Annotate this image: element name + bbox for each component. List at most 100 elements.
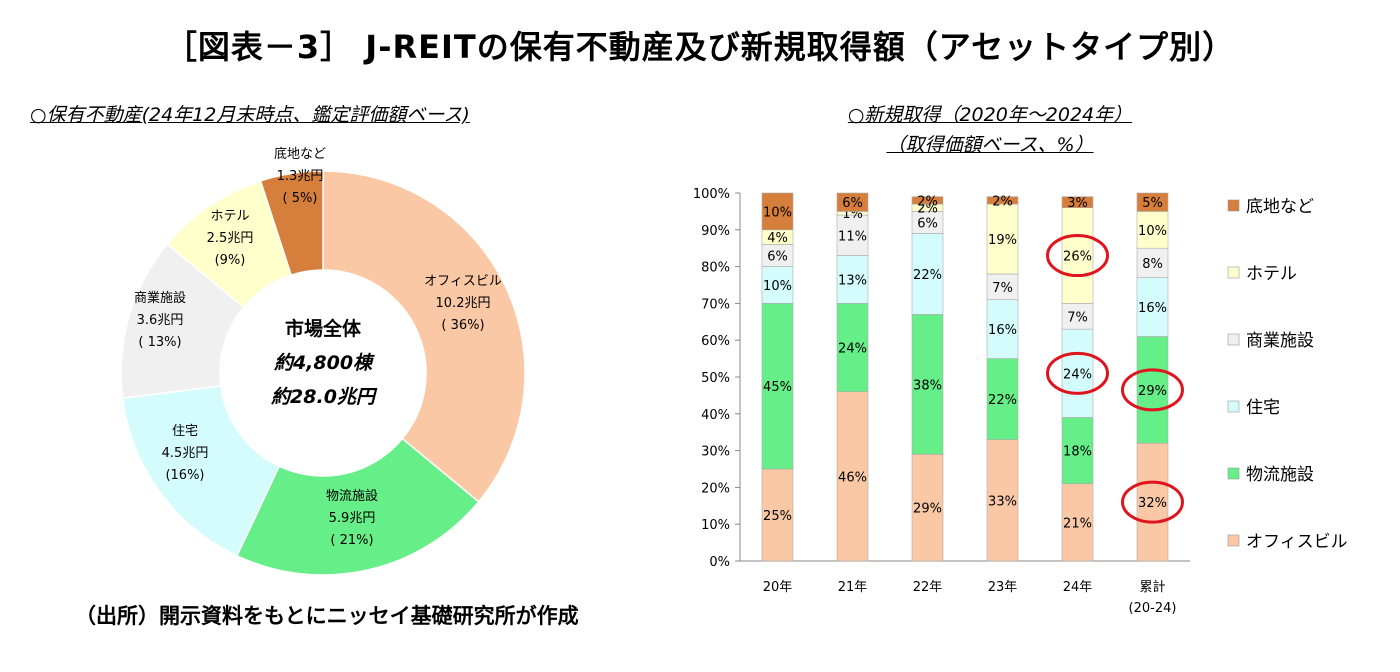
bar-data-label: 24% (1063, 367, 1092, 382)
bar-segment (1136, 277, 1169, 337)
x-tick-sublabel: (20-24) (1129, 601, 1177, 616)
y-tick-label: 40% (701, 408, 730, 423)
bar-data-label: 7% (992, 281, 1013, 296)
pie-slice-label: 3.6兆円 (137, 313, 184, 328)
y-tick-label: 10% (701, 518, 730, 533)
highlight-circle (1121, 480, 1184, 524)
bar-segment (1136, 192, 1169, 212)
bar-data-label: 25% (763, 509, 792, 524)
bar-data-label: 46% (838, 470, 867, 485)
pie-slice-label: ホテル (210, 209, 249, 224)
bar-data-label: 6% (917, 216, 938, 231)
pie-slice-label: 5.9兆円 (329, 511, 376, 526)
pie-slice-label: ( 36%) (441, 318, 484, 333)
x-tick-label: 24年 (1063, 580, 1093, 595)
pie-center-buildings: 約4,800棟 (274, 352, 375, 374)
bar-data-label: 29% (913, 502, 942, 517)
bar-data-label: 10% (1138, 224, 1167, 239)
bar-subtitle-line-2: （取得価額ベース、%） (886, 134, 1094, 156)
bar-subtitle-line-1: ○新規取得（2020年～2024年） (847, 104, 1133, 126)
bar-segment (1061, 303, 1094, 330)
bar-segment (836, 391, 869, 562)
bar-data-label: 21% (1063, 516, 1092, 531)
bar-data-label: 7% (1067, 310, 1088, 325)
legend-swatch (1227, 534, 1240, 547)
bar-segment (911, 453, 944, 562)
highlight-circle (1121, 368, 1184, 412)
bar-data-label: 2% (992, 194, 1013, 209)
bar-data-label: 10% (763, 279, 792, 294)
bar-data-label: 38% (913, 378, 942, 393)
y-tick-label: 60% (701, 334, 730, 349)
pie-slice-1 (235, 437, 480, 576)
y-tick-label: 70% (701, 297, 730, 312)
bar-data-label: 24% (838, 342, 867, 357)
legend-label: ホテル (1246, 264, 1297, 284)
highlight-circle (1046, 234, 1109, 278)
donut-chart: オフィスビル 10.2兆円 ( 36%) 物流施設 5.9兆円 ( 21%) 住宅 4.5兆円… (120, 146, 526, 576)
bar-segment (761, 266, 794, 304)
bar-segment (911, 233, 944, 315)
bar-segment (761, 192, 794, 231)
bar-segment (986, 196, 1019, 205)
bar-segment (761, 468, 794, 562)
pie-slice-label: 4.5兆円 (162, 446, 209, 461)
x-tick-label: 20年 (763, 580, 793, 595)
legend-swatch (1227, 333, 1240, 346)
bar-segment (911, 314, 944, 455)
stacked-bar-chart: 0% 10% 20% 30% 40% 50% 60% 70% 80% 90% 100% 25% 45% 1… (693, 187, 1190, 616)
legend-label: 物流施設 (1246, 465, 1314, 485)
legend-label: 住宅 (1246, 398, 1280, 418)
legend-label: 商業施設 (1246, 331, 1314, 351)
pie-slice-label: 物流施設 (326, 488, 378, 504)
bar-segment (1061, 196, 1094, 209)
bar-segment (1061, 483, 1094, 562)
legend-label: オフィスビル (1246, 532, 1348, 552)
x-tick-label: 21年 (838, 580, 868, 595)
bar-segment (986, 299, 1019, 359)
bar-data-label: 13% (838, 273, 867, 288)
bar-data-label: 16% (1138, 301, 1167, 316)
bar-data-label: 29% (1138, 384, 1167, 399)
bar-data-label: 6% (767, 250, 788, 265)
bar-segment (1136, 442, 1169, 562)
pie-center-amount: 約28.0兆円 (271, 386, 378, 408)
bar-data-label: 10% (763, 205, 792, 220)
pie-slice-label: ( 5%) (283, 191, 318, 206)
bar-data-label: 22% (988, 393, 1017, 408)
pie-slice-label: 底地など (274, 146, 326, 162)
highlight-circle (1046, 351, 1109, 395)
y-tick-label: 100% (693, 187, 730, 202)
pie-subtitle: ○保有不動産(24年12月末時点、鑑定評価額ベース) (30, 104, 470, 126)
legend-swatch (1227, 199, 1240, 212)
pie-slice-0 (322, 170, 526, 503)
bar-segment (836, 192, 869, 212)
x-tick-label: 22年 (913, 580, 943, 595)
bar-data-label: 3% (1067, 196, 1088, 211)
pie-slice-2 (121, 385, 281, 557)
pie-slice-label: (16%) (165, 468, 204, 483)
pie-center-label: 市場全体 (285, 317, 362, 340)
bar-data-label: 11% (838, 229, 867, 244)
pie-slice-label: 2.5兆円 (207, 231, 254, 246)
bar-segment (1136, 211, 1169, 249)
bar-data-label: 8% (1142, 257, 1163, 272)
bar-segment (986, 203, 1019, 275)
bar-segment (911, 196, 944, 205)
y-tick-label: 80% (701, 261, 730, 276)
pie-slice-label: ( 13%) (138, 335, 181, 350)
main-title: ［図表－3］ J-REITの保有不動産及び新規取得額（アセットタイプ別） (164, 28, 1236, 66)
bar-data-label: 16% (988, 323, 1017, 338)
x-tick-label: 23年 (988, 580, 1018, 595)
bar-data-label: 6% (842, 196, 863, 211)
x-tick-label: 累計 (1139, 579, 1165, 595)
bar-segment (1061, 417, 1094, 485)
bar-segment (761, 303, 794, 470)
bar-segment (1061, 328, 1094, 418)
bar-segment (1061, 207, 1094, 304)
bar-data-label: 32% (1138, 496, 1167, 511)
y-tick-label: 0% (709, 555, 730, 570)
bar-data-label: 26% (1063, 250, 1092, 265)
